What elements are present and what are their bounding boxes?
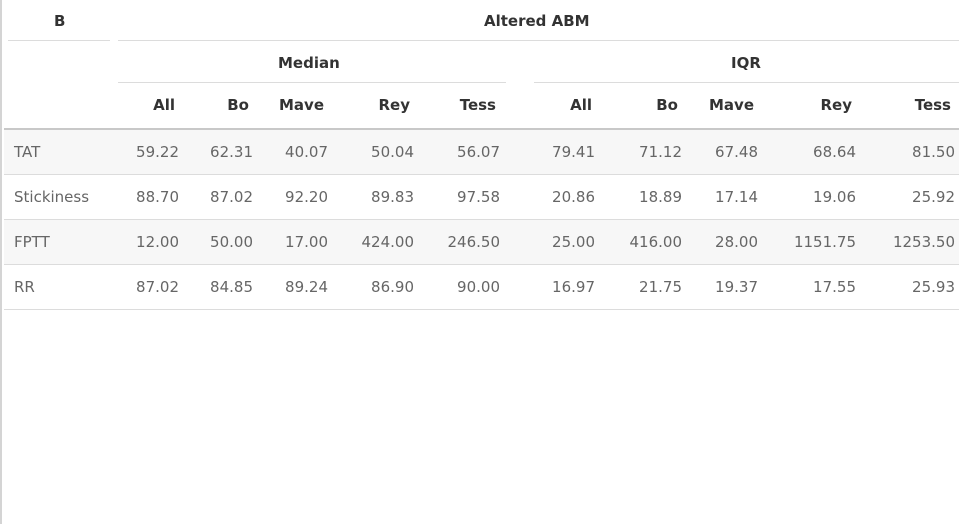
cell-value: 71.12	[639, 143, 682, 161]
table-row: RR 87.02 84.85 89.24 86.90 90.00 16.97 2…	[4, 265, 959, 310]
group-title: Altered ABM	[484, 12, 590, 30]
cell-value: 1151.75	[793, 233, 856, 251]
table-row: TAT 59.22 62.31 40.07 50.04 56.07 79.41 …	[4, 130, 959, 175]
table-row: Stickiness 88.70 87.02 92.20 89.83 97.58…	[4, 175, 959, 220]
column-header[interactable]: All	[153, 96, 175, 114]
cell-value: 89.83	[371, 188, 414, 206]
cell-value: 1253.50	[892, 233, 955, 251]
column-header[interactable]: Rey	[378, 96, 410, 114]
subgroup-median-label: Median	[278, 54, 340, 72]
cell-value: 17.14	[715, 188, 758, 206]
cell-value: 17.55	[813, 278, 856, 296]
cell-value: 86.90	[371, 278, 414, 296]
cell-value: 84.85	[210, 278, 253, 296]
cell-value: 424.00	[361, 233, 415, 251]
table-row: FPTT 12.00 50.00 17.00 424.00 246.50 25.…	[4, 220, 959, 265]
header-bottom-rule	[4, 128, 959, 130]
cell-value: 79.41	[552, 143, 595, 161]
cell-value: 68.64	[813, 143, 856, 161]
cell-value: 97.58	[457, 188, 500, 206]
cell-value: 90.00	[457, 278, 500, 296]
cell-value: 88.70	[136, 188, 179, 206]
column-header[interactable]: Bo	[227, 96, 249, 114]
cell-value: 19.37	[715, 278, 758, 296]
cell-value: 89.24	[285, 278, 328, 296]
row-label: RR	[14, 278, 35, 296]
row-label: FPTT	[14, 233, 50, 251]
column-header[interactable]: All	[570, 96, 592, 114]
cell-value: 16.97	[552, 278, 595, 296]
cell-value: 25.92	[912, 188, 955, 206]
subgroup-iqr-underline	[534, 82, 959, 83]
corner-label: B	[54, 12, 66, 30]
row-label: TAT	[14, 143, 41, 161]
group-title-underline	[118, 40, 959, 41]
cell-value: 28.00	[715, 233, 758, 251]
column-header[interactable]: Mave	[709, 96, 754, 114]
subgroup-median-underline	[118, 82, 506, 83]
row-label: Stickiness	[14, 188, 90, 206]
cell-value: 416.00	[629, 233, 683, 251]
subgroup-iqr-label: IQR	[731, 54, 761, 72]
cell-value: 50.00	[210, 233, 253, 251]
column-header[interactable]: Mave	[279, 96, 324, 114]
cell-value: 40.07	[285, 143, 328, 161]
column-header[interactable]: Rey	[820, 96, 852, 114]
cell-value: 87.02	[210, 188, 253, 206]
cell-value: 67.48	[715, 143, 758, 161]
cell-value: 25.93	[912, 278, 955, 296]
cell-value: 56.07	[457, 143, 500, 161]
cell-value: 20.86	[552, 188, 595, 206]
cell-value: 62.31	[210, 143, 253, 161]
cell-value: 18.89	[639, 188, 682, 206]
column-header[interactable]: Tess	[914, 96, 951, 114]
cell-value: 17.00	[285, 233, 328, 251]
cell-value: 21.75	[639, 278, 682, 296]
column-header[interactable]: Bo	[656, 96, 678, 114]
cell-value: 246.50	[447, 233, 501, 251]
column-header[interactable]: Tess	[459, 96, 496, 114]
cell-value: 12.00	[136, 233, 179, 251]
cell-value: 50.04	[371, 143, 414, 161]
cell-value: 81.50	[912, 143, 955, 161]
cell-value: 59.22	[136, 143, 179, 161]
cell-value: 92.20	[285, 188, 328, 206]
cell-value: 87.02	[136, 278, 179, 296]
cell-value: 25.00	[552, 233, 595, 251]
cell-value: 19.06	[813, 188, 856, 206]
corner-underline	[8, 40, 110, 41]
